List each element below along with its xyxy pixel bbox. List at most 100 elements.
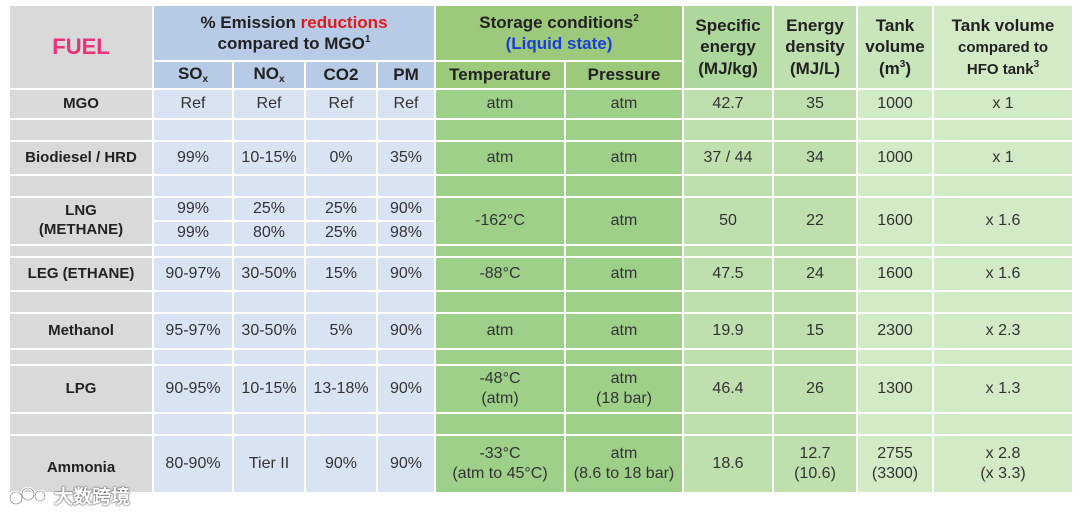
tank-volume-line-3-end: ) (905, 58, 911, 78)
fuel-name-cell: Methanol (8, 312, 154, 350)
emission-header: % Emission reductions compared to MGO1 (152, 4, 436, 62)
pressure-value: atm (610, 445, 638, 462)
watermark: 大数跨境 (8, 482, 130, 508)
energy-density-cell: 35 (772, 88, 858, 120)
pressure-header: Pressure (564, 60, 684, 90)
specific-energy-line-3: (MJ/kg) (698, 58, 758, 78)
so-cell: 90-97% (152, 256, 234, 292)
fuel-name: MGO (63, 94, 99, 112)
separator-cell (772, 244, 858, 258)
tank-compare-footnote-marker: 3 (1033, 58, 1040, 70)
tank-compare-cell: x 2.8 (x 3.3) (932, 434, 1074, 494)
pressure-condition: (8.6 to 18 bar) (573, 465, 675, 482)
energy-density-line-2: density (785, 37, 845, 57)
separator-cell (376, 244, 436, 258)
temperature-header-label: Temperature (449, 65, 551, 85)
specific-energy-line-1: Specific (695, 16, 761, 36)
storage-header: Storage conditions2 (Liquid state) (434, 4, 684, 62)
energy-density-header: Energy density (MJ/L) (772, 4, 858, 90)
fuel-name-cell: LEG (ETHANE) (8, 256, 154, 292)
tank-volume-cell: 1600 (856, 256, 934, 292)
so-header-subscript: x (202, 74, 209, 86)
tank-compare-line-1: Tank volume (951, 15, 1055, 35)
no-cell: Ref (232, 88, 306, 120)
so-cell: 99% (152, 140, 234, 176)
co2-header-label: CO2 (323, 65, 359, 85)
so-cell: 95-97% (152, 312, 234, 350)
fuel-name: LNG (65, 202, 97, 220)
separator-cell (856, 412, 934, 436)
fuel-name: Ammonia (46, 459, 116, 477)
fuel-name-cell: MGO (8, 88, 154, 120)
co2-cell: 0% (304, 140, 378, 176)
separator-cell (564, 348, 684, 366)
separator-cell (8, 118, 154, 142)
energy-density-cell: 26 (772, 364, 858, 414)
table-row: 99% 80% 25% 98% (9, 220, 1073, 246)
separator-cell (304, 348, 378, 366)
separator-cell (152, 174, 234, 198)
tank-compare-cell: x 1 (932, 140, 1074, 176)
so-cell: 80-90% (152, 434, 234, 494)
so-header: SOx (152, 60, 234, 90)
separator-cell (682, 290, 774, 314)
fuel-name-cell: LPG (8, 364, 154, 414)
tank-volume-cell: 1300 (856, 364, 934, 414)
tank-compare-cell: x 1.6 (932, 256, 1074, 292)
separator-row (8, 174, 1074, 198)
temperature-cell: atm (434, 88, 566, 120)
separator-cell (856, 118, 934, 142)
co2-cell: 90% (304, 434, 378, 494)
tank-compare-header: Tank volume compared to HFO tank3 (932, 4, 1074, 90)
specific-energy-cell: 50 (682, 196, 774, 246)
separator-cell (434, 348, 566, 366)
separator-cell (376, 412, 436, 436)
pressure-cell: atm (8.6 to 18 bar) (564, 434, 684, 494)
energy-density-alt-value: (10.6) (794, 465, 836, 482)
separator-cell (564, 118, 684, 142)
no-cell: 80% (232, 220, 306, 246)
pm-cell: 90% (376, 256, 436, 292)
separator-cell (682, 348, 774, 366)
no-cell: 30-50% (232, 256, 306, 292)
tank-compare-alt-value: (x 3.3) (980, 465, 1026, 482)
separator-row (8, 118, 1074, 142)
separator-cell (434, 244, 566, 258)
pressure-cell: atm (18 bar) (564, 364, 684, 414)
pm-header-label: PM (393, 65, 419, 85)
separator-cell (856, 348, 934, 366)
pm-cell: 35% (376, 140, 436, 176)
table-row: LNG (METHANE) 99% 25% 25% 90% -162°C atm … (8, 196, 1074, 246)
specific-energy-cell: 37 / 44 (682, 140, 774, 176)
co2-header: CO2 (304, 60, 378, 90)
separator-cell (376, 290, 436, 314)
separator-cell (8, 174, 154, 198)
fuel-name-line-2: (METHANE) (38, 221, 124, 238)
temperature-cell: -48°C (atm) (434, 364, 566, 414)
energy-density-cell: 15 (772, 312, 858, 350)
separator-cell (932, 244, 1074, 258)
separator-cell (376, 348, 436, 366)
specific-energy-cell: 42.7 (682, 88, 774, 120)
no-header-label: NO (253, 64, 279, 84)
pressure-cell: atm (564, 140, 684, 176)
temperature-cell: atm (434, 140, 566, 176)
separator-cell (856, 290, 934, 314)
separator-cell (932, 348, 1074, 366)
separator-cell (152, 348, 234, 366)
separator-cell (8, 244, 154, 258)
no-cell: 10-15% (232, 140, 306, 176)
tank-volume-line-1: Tank (875, 16, 915, 36)
specific-energy-header: Specific energy (MJ/kg) (682, 4, 774, 90)
so-cell: Ref (152, 88, 234, 120)
specific-energy-line-2: energy (700, 37, 756, 57)
separator-cell (304, 412, 378, 436)
temperature-cell: -33°C (atm to 45°C) (434, 434, 566, 494)
tank-compare-cell: x 1 (932, 88, 1074, 120)
tank-volume-value: 2755 (877, 445, 913, 462)
separator-cell (232, 244, 306, 258)
header-row-1: FUEL % Emission reductions compared to M… (8, 4, 1074, 90)
separator-cell (932, 118, 1074, 142)
separator-cell (232, 348, 306, 366)
pm-cell: 90% (376, 196, 436, 222)
